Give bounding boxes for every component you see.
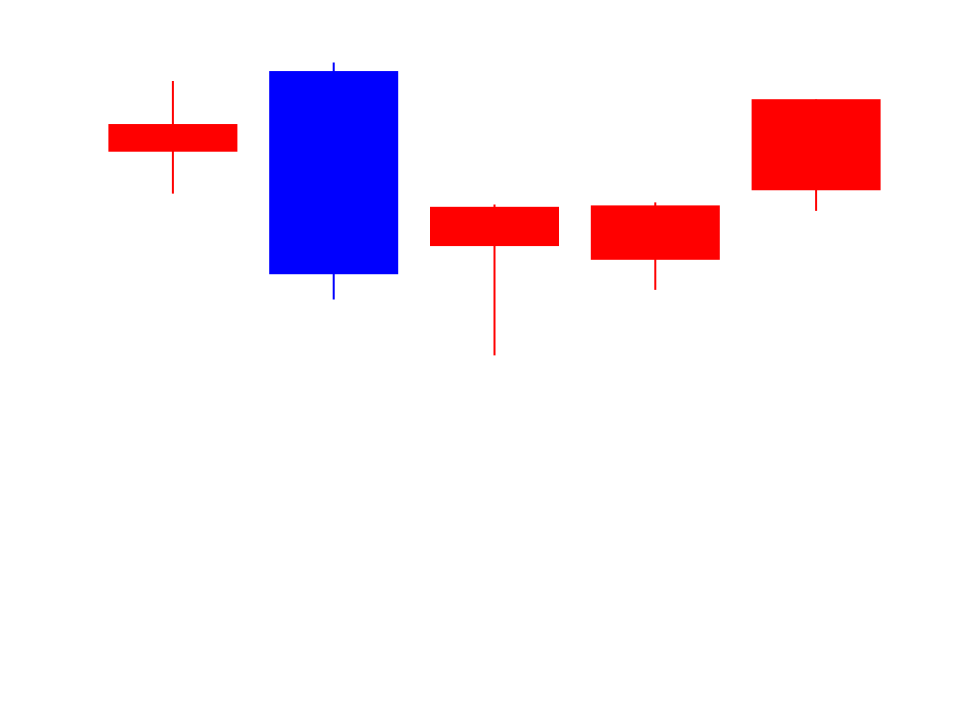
candle-5 xyxy=(751,99,881,211)
candle-body xyxy=(590,205,720,260)
candle-3 xyxy=(430,204,559,356)
candle-2 xyxy=(269,62,399,300)
candle-body xyxy=(430,206,559,247)
candle-body xyxy=(751,99,881,191)
candle-4 xyxy=(590,202,720,290)
candle-body xyxy=(269,71,399,275)
candle-1 xyxy=(108,81,238,194)
candle-body xyxy=(108,124,238,152)
